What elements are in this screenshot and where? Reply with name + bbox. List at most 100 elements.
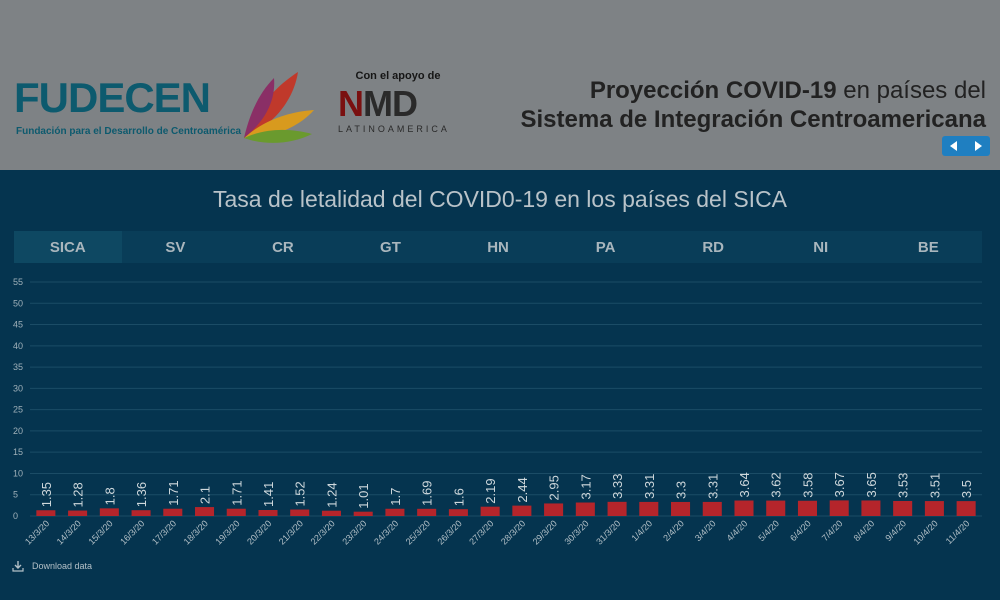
x-tick-label: 18/3/20 (182, 518, 210, 546)
title-line-2: Sistema de Integración Centroamericana (520, 106, 987, 133)
y-tick-label: 40 (13, 341, 23, 351)
bar (36, 510, 56, 516)
x-tick-label: 19/3/20 (213, 518, 241, 546)
x-tick-label: 29/3/20 (531, 518, 559, 546)
x-tick-label: 22/3/20 (309, 518, 337, 546)
x-tick-label: 20/3/20 (245, 518, 273, 546)
bar (639, 501, 659, 516)
bar (163, 508, 183, 516)
data-label: 2.44 (515, 477, 530, 502)
x-tick-label: 30/3/20 (562, 518, 590, 546)
y-tick-label: 50 (13, 298, 23, 308)
x-tick-label: 24/3/20 (372, 518, 400, 546)
tab-hn[interactable]: HN (487, 238, 509, 256)
x-tick-label: 4/4/20 (725, 518, 750, 543)
bar (131, 510, 151, 516)
tab-sica[interactable]: SICA (14, 231, 122, 263)
data-label: 1.69 (420, 480, 435, 505)
x-tick-label: 3/4/20 (693, 518, 718, 543)
header-bar: FUDECEN Fundación para el Desarrollo de … (0, 0, 1000, 170)
bar (258, 510, 278, 516)
bar (99, 508, 119, 516)
bar (924, 501, 944, 516)
logo-subtitle: Fundación para el Desarrollo de Centroam… (16, 126, 242, 137)
title-line-1: Proyección COVID-19 en países del (521, 76, 986, 105)
tab-pa[interactable]: PA (595, 238, 616, 256)
nmd-logo: NMD (338, 86, 458, 122)
x-tick-label: 26/3/20 (436, 518, 464, 546)
data-label: 3.67 (832, 472, 847, 497)
x-tick-label: 31/3/20 (594, 518, 622, 546)
country-tabs: SICA SV CR GT HN PA RD NI BE (14, 231, 982, 263)
x-tick-label: 17/3/20 (150, 518, 178, 546)
data-label: 3.58 (800, 472, 815, 497)
logo-text: FUDECEN (14, 74, 211, 121)
x-tick-label: 5/4/20 (756, 518, 781, 543)
bar (575, 502, 595, 516)
nmd-logo-sub: LATINOAMERICA (338, 124, 450, 134)
nmd-logo-md: MD (363, 83, 418, 124)
data-label: 1.28 (71, 482, 86, 507)
x-tick-label: 9/4/20 (883, 518, 908, 543)
data-label: 1.71 (229, 480, 244, 505)
data-label: 3.62 (769, 472, 784, 497)
y-tick-label: 5 (13, 490, 18, 500)
x-tick-label: 27/3/20 (467, 518, 495, 546)
prev-button[interactable] (942, 136, 966, 156)
x-tick-label: 8/4/20 (852, 518, 877, 543)
bar (321, 510, 341, 516)
data-label: 3.31 (642, 474, 657, 499)
data-label: 3.51 (927, 473, 942, 498)
data-label: 1.52 (293, 481, 308, 506)
bar (766, 500, 786, 516)
bar (797, 500, 817, 516)
bar (734, 500, 754, 516)
bar (607, 501, 627, 516)
y-tick-label: 25 (13, 405, 23, 415)
y-tick-label: 0 (13, 511, 18, 521)
data-label: 3.17 (578, 474, 593, 499)
chart-title: Tasa de letalidad del COVID0-19 en los p… (212, 186, 788, 212)
data-label: 1.8 (102, 487, 117, 505)
bar (290, 509, 310, 516)
y-tick-label: 20 (13, 426, 23, 436)
support-block: Con el apoyo de NMD LATINOAMERICA (338, 70, 458, 134)
page-title: Proyección COVID-19 en países del Sistem… (521, 76, 987, 134)
bar (671, 501, 691, 516)
tab-ni[interactable]: NI (813, 238, 829, 256)
y-tick-label: 35 (13, 362, 23, 372)
data-label: 2.1 (198, 486, 213, 504)
x-tick-label: 28/3/20 (499, 518, 527, 546)
bar (861, 500, 881, 516)
data-label: 1.71 (166, 480, 181, 505)
support-label: Con el apoyo de (355, 70, 441, 82)
next-button[interactable] (966, 136, 990, 156)
x-tick-label: 15/3/20 (86, 518, 114, 546)
title-bold: Proyección COVID-19 (589, 77, 837, 104)
download-data-button[interactable]: Download data (12, 560, 92, 572)
bar (68, 510, 88, 516)
y-tick-label: 55 (13, 277, 23, 287)
tab-be[interactable]: BE (917, 238, 939, 256)
data-label: 2.95 (547, 475, 562, 500)
x-tick-label: 2/4/20 (661, 518, 686, 543)
arrow-left-icon (950, 141, 957, 151)
bar (512, 505, 532, 516)
data-label: 3.64 (737, 472, 752, 497)
x-tick-label: 7/4/20 (820, 518, 845, 543)
fudecen-logo: FUDECEN Fundación para el Desarrollo de … (14, 68, 314, 148)
bar-chart: 0 5 10 15 20 25 30 35 40 45 50 55 1.35 13/3/20 1.28 14/… (13, 277, 982, 547)
x-tick-label: 11/4/20 (944, 518, 972, 546)
tab-sv[interactable]: SV (165, 238, 186, 256)
x-tick-label: 1/4/20 (629, 518, 654, 543)
data-label: 2.19 (483, 478, 498, 503)
data-label: 1.7 (388, 488, 403, 506)
data-label: 3.31 (705, 474, 720, 499)
tab-gt[interactable]: GT (380, 238, 401, 256)
bar (448, 509, 468, 516)
bar (226, 508, 246, 516)
tab-cr[interactable]: CR (272, 238, 294, 256)
nmd-logo-n: N (338, 83, 364, 124)
bar (353, 511, 373, 516)
tab-rd[interactable]: RD (702, 238, 724, 256)
